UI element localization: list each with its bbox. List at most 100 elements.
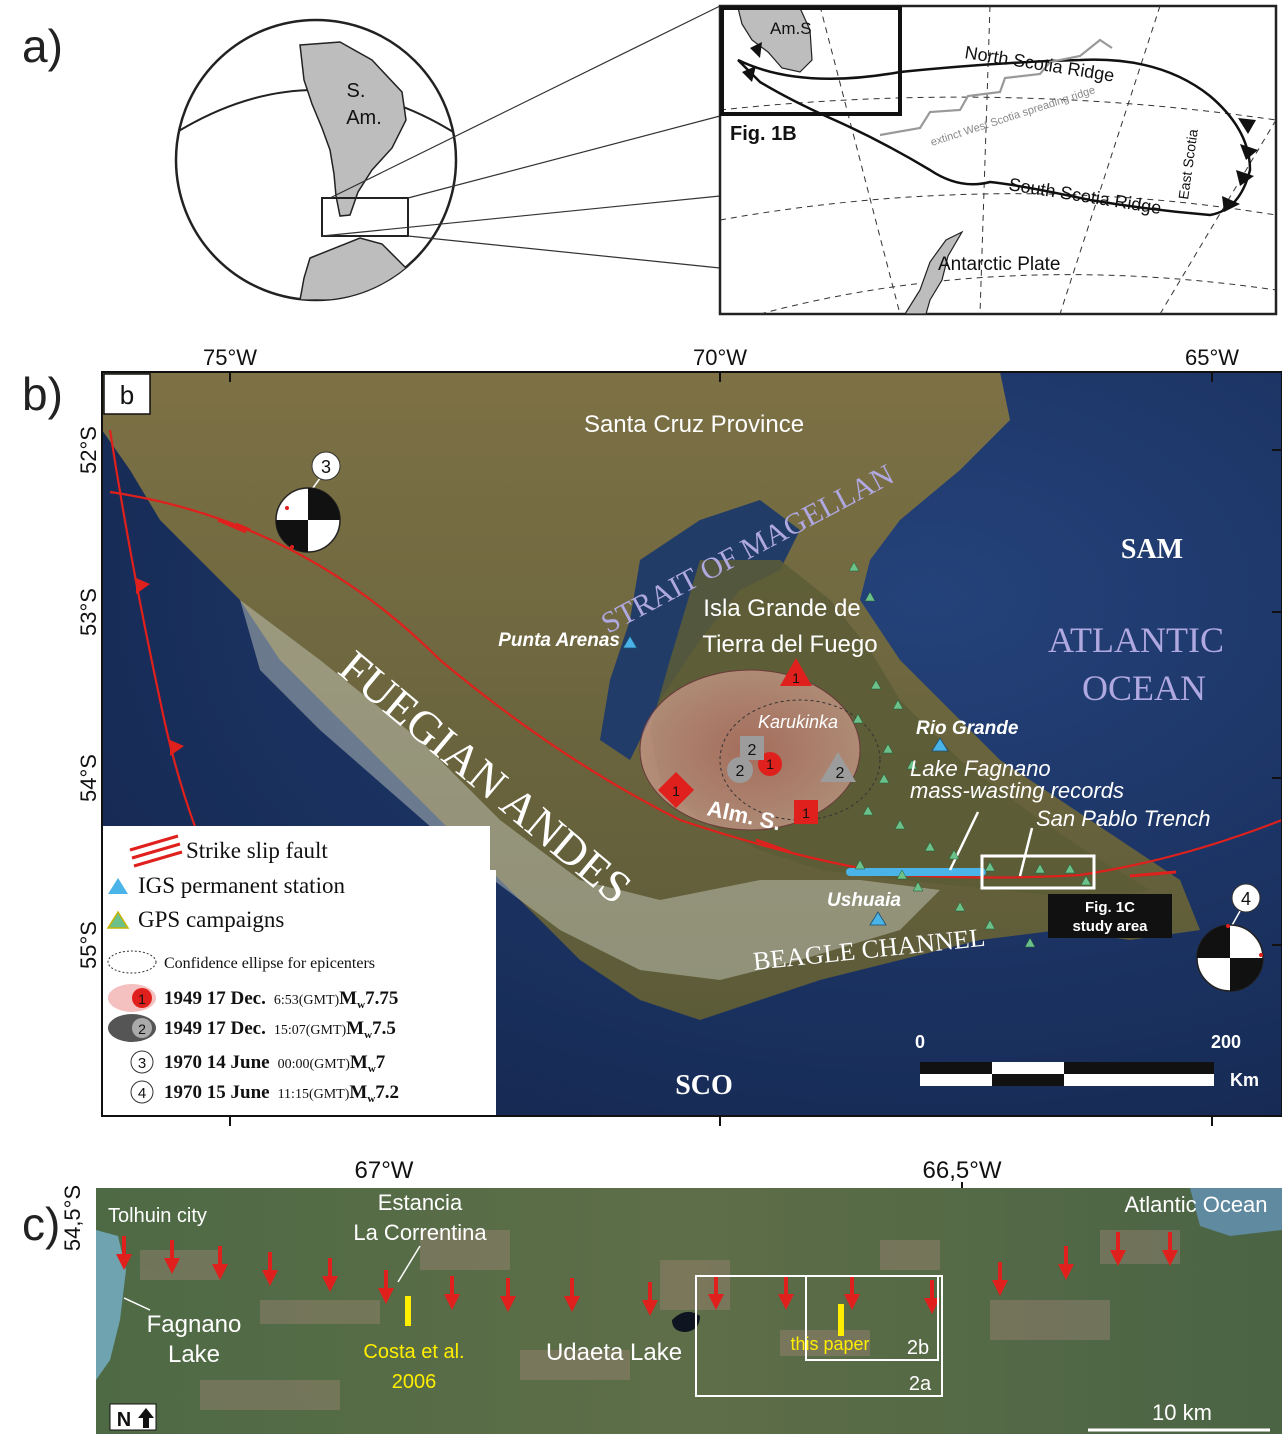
panel-c: c) 54,5°S 67°W 66,5°W (22, 1157, 1282, 1434)
box-2b-label: 2b (907, 1337, 929, 1359)
longitude-labels-b: 75°W 70°W 65°W (203, 345, 1239, 370)
atlantic-label-c: Atlantic Ocean (1124, 1192, 1267, 1217)
fagnano-label-c-2: Lake (168, 1341, 220, 1368)
sam-label: SAM (1121, 534, 1183, 565)
north-arrow-icon (138, 1408, 154, 1428)
lat-53s: 53°S (76, 588, 101, 636)
lon-70w: 70°W (693, 345, 747, 370)
fig-1b-label: Fig. 1B (730, 123, 797, 145)
north-label: N (117, 1409, 131, 1431)
costa-site-marker (405, 1296, 411, 1326)
punta-arenas-label: Punta Arenas (498, 630, 620, 651)
panel-b: b) 75°W 70°W 65°W 52°S 53°S 54°S 55°S (22, 345, 1282, 1126)
epicenter-1-square (794, 800, 818, 824)
legend-strike-slip: Strike slip fault (186, 838, 328, 863)
fault-arrows-c (116, 1232, 1178, 1316)
gps-campaigns (848, 561, 1092, 948)
panel-c-letter: c) (22, 1198, 60, 1250)
atlantic-ocean-c (1190, 1188, 1282, 1236)
fault-arrow-3 (1129, 870, 1177, 878)
fig1c-label-2: study area (1072, 918, 1148, 935)
panel-b-ticks (229, 372, 1282, 1126)
extinct-ridge (879, 38, 1113, 137)
svg-text:2: 2 (836, 765, 845, 782)
magallanes-fault (109, 490, 1282, 879)
igs-rio-grande (931, 737, 949, 752)
panel-b-frame (101, 371, 1282, 1117)
focal-mechanism-3: 3 (275, 451, 341, 553)
panel-a: a) S. Am. (22, 4, 1278, 316)
fig1c-label-1: Fig. 1C (1085, 899, 1135, 916)
isla-label-2: Tierra del Fuego (702, 631, 877, 658)
scotia-inset: Fig. 1B Am.S North Scotia Ridge extinct … (718, 4, 1278, 316)
udaeta-label: Udaeta Lake (546, 1339, 682, 1366)
san-pablo-label: San Pablo Trench (1036, 806, 1210, 831)
svg-text:2: 2 (748, 742, 757, 759)
epicenter-1-triangle (780, 658, 812, 686)
lat-54s: 54°S (76, 754, 101, 802)
svg-text:1: 1 (138, 991, 146, 1007)
focal-mechanism-4: 4 (1196, 883, 1264, 992)
fagnano-lake-b (846, 868, 986, 876)
satellite-c (96, 1188, 1282, 1434)
fault-arrow-1 (217, 518, 251, 534)
globe-label-am: Am. (346, 107, 382, 129)
legend-item-4: 1970 15 June 11:15(GMT)Mw7.2 (164, 1082, 399, 1105)
scale-label-c: 10 km (1152, 1400, 1212, 1425)
ushuaia-label: Ushuaia (827, 890, 901, 911)
box-2a-label: 2a (909, 1373, 932, 1395)
svg-text:3: 3 (321, 457, 331, 477)
andes-snow (240, 600, 940, 980)
fagnano-leader (948, 811, 1034, 877)
svg-text:4: 4 (1241, 889, 1251, 909)
estancia-leader (397, 1245, 421, 1283)
lon-67w: 67°W (355, 1157, 414, 1184)
svg-text:2: 2 (138, 1021, 146, 1037)
costa-label-2: 2006 (392, 1371, 437, 1393)
svg-text:1: 1 (766, 756, 774, 772)
fagnano-label-c-1: Fagnano (147, 1311, 242, 1338)
igs-punta-arenas (622, 635, 638, 649)
fault-arrow-2 (755, 838, 791, 854)
fig1c-box (980, 854, 1096, 890)
legend-item-1: 1949 17 Dec. 6:53(GMT)Mw7.75 (164, 988, 398, 1011)
panel-b-letter: b) (22, 368, 63, 420)
svg-text:4: 4 (138, 1085, 146, 1102)
epicenter-2-circle (727, 757, 753, 783)
south-america-shape (299, 41, 407, 217)
fig-1b-box (720, 6, 902, 116)
atlantic-label-2: OCEAN (1082, 668, 1206, 708)
latitude-labels-b: 52°S 53°S 54°S 55°S (76, 426, 101, 969)
epicenter-1-diamond (658, 772, 694, 808)
panel-b-box-label: b (120, 380, 134, 410)
svg-text:Km: Km (1230, 1070, 1259, 1090)
panel-a-letter: a) (22, 20, 63, 72)
scale-bar-b: 0 200 Km (915, 1032, 1259, 1090)
svg-text:1: 1 (792, 670, 800, 686)
svg-text:200: 200 (1211, 1032, 1241, 1052)
globe-inset-box (321, 197, 409, 237)
santa-cruz-label: Santa Cruz Province (584, 411, 804, 438)
epicenter-2-square (740, 736, 764, 760)
svg-text:1: 1 (672, 783, 680, 799)
connector-lines (321, 5, 721, 269)
sco-label: SCO (675, 1070, 733, 1101)
epicenter-2-triangle (820, 752, 856, 782)
antarctic-plate-label: Antarctic Plate (938, 254, 1061, 275)
fig1c-label-bg (1048, 894, 1172, 938)
tolhuin-label: Tolhuin city (108, 1205, 207, 1227)
estancia-label-2: La Correntina (353, 1220, 487, 1245)
svg-text:0: 0 (915, 1032, 925, 1052)
lon-75w: 75°W (203, 345, 257, 370)
this-paper-label: this paper (790, 1334, 869, 1354)
legend-ellipse: Confidence ellipse for epicenters (164, 955, 375, 972)
igs-stations (622, 635, 949, 926)
lat-52s: 52°S (76, 426, 101, 474)
igs-ushuaia (869, 911, 887, 926)
atlantic-label-1: ATLANTIC (1048, 620, 1224, 660)
legend-fault-symbol (129, 834, 183, 868)
svg-text:3: 3 (138, 1055, 146, 1072)
legend-b: Strike slip fault IGS permanent station … (102, 826, 496, 1116)
box-2b (805, 1275, 939, 1361)
